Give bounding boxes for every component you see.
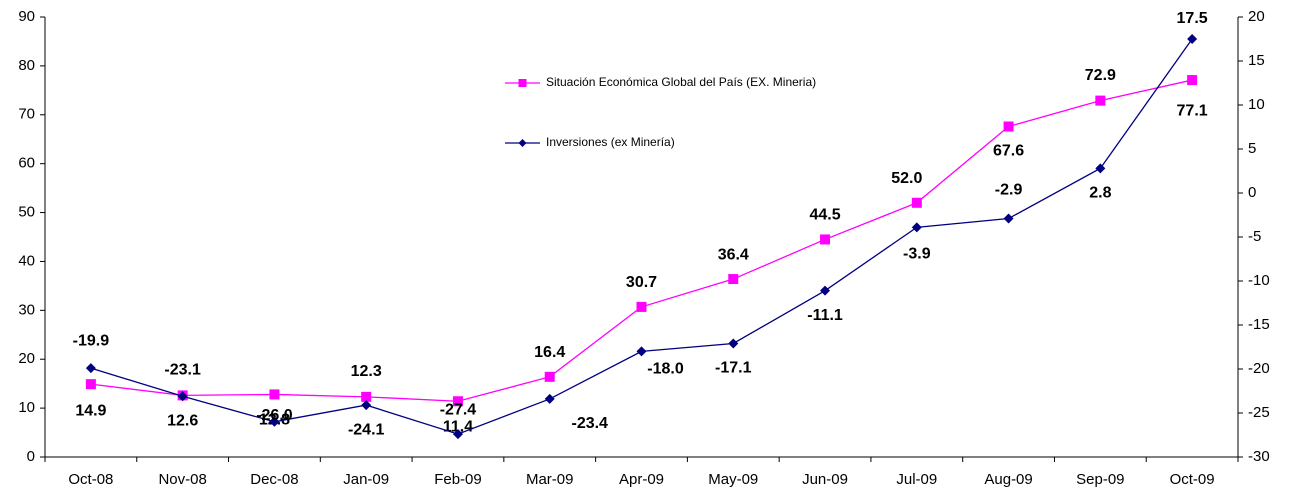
marker [85,379,96,390]
data-label: -18.0 [647,361,684,378]
y2-tick-label: -25 [1248,404,1270,421]
data-label: -17.1 [715,360,752,377]
legend-marker [518,79,527,87]
marker [728,338,739,349]
data-label: 17.5 [1177,10,1208,27]
marker [269,416,280,427]
marker [544,393,555,404]
x-tick-label: Sep-09 [1076,471,1124,488]
x-tick-label: Oct-08 [68,471,113,488]
marker [911,197,922,208]
marker [177,391,188,402]
x-tick-label: Oct-09 [1170,471,1215,488]
marker [1187,34,1198,44]
marker [1095,95,1106,106]
marker [452,429,463,440]
data-label: 12.3 [351,363,382,380]
marker [728,274,739,285]
marker [361,400,372,411]
data-label: -26.0 [256,407,293,424]
y2-tick-label: 0 [1248,184,1256,201]
y2-tick-label: 15 [1248,52,1265,69]
marker [820,285,831,296]
marker [269,389,280,400]
data-label: 30.7 [626,274,657,291]
x-tick-label: Jan-09 [343,471,389,488]
y2-tick-label: 5 [1248,140,1256,157]
legend-label: Inversiones (ex Minería) [546,135,675,149]
data-label: -2.9 [995,182,1023,199]
marker [820,234,831,245]
y2-tick-label: -15 [1248,316,1270,333]
data-label: 77.1 [1177,102,1208,119]
y-tick-label: 50 [18,204,35,221]
marker [1095,163,1106,174]
y2-tick-label: -10 [1248,272,1270,289]
data-label: -11.1 [807,307,843,324]
marker [1003,121,1014,132]
data-label: -23.1 [164,361,201,378]
data-label: 36.4 [718,246,749,263]
data-label: 52.0 [891,170,922,187]
y-tick-label: 20 [18,350,35,367]
data-label: -27.4 [440,401,477,418]
x-tick-label: Jun-09 [802,471,848,488]
y-tick-label: 90 [18,8,35,25]
y-tick-label: 40 [18,252,35,269]
y-tick-label: 60 [18,155,35,172]
x-tick-label: Feb-09 [434,471,482,488]
y-tick-label: 0 [27,448,35,465]
data-label: -23.4 [571,415,608,432]
marker [1187,75,1198,86]
marker [361,391,372,402]
x-tick-label: Nov-08 [158,471,206,488]
y-tick-label: 70 [18,106,35,123]
x-tick-label: Aug-09 [984,471,1032,488]
y-tick-label: 80 [18,57,35,74]
x-tick-label: Apr-09 [619,471,664,488]
series-line [90,38,1193,435]
data-label: -19.9 [73,332,110,349]
x-tick-label: May-09 [708,471,758,488]
y2-tick-label: 20 [1248,8,1265,25]
marker [544,371,555,382]
y-tick-label: 10 [18,399,35,416]
marker [1003,213,1014,224]
data-label: 2.8 [1089,185,1111,202]
y-tick-label: 30 [18,301,35,318]
data-label: 72.9 [1085,67,1116,84]
y2-tick-label: -5 [1248,228,1261,245]
data-label: 67.6 [993,143,1024,160]
data-label: 44.5 [809,207,840,224]
marker [636,301,647,312]
marker [452,396,463,407]
data-label: 16.4 [534,344,565,361]
legend-label: Situación Económica Global del País (EX.… [546,75,816,89]
data-label: -3.9 [903,246,931,263]
x-tick-label: Jul-09 [896,471,937,488]
y2-tick-label: -20 [1248,360,1270,377]
x-tick-label: Mar-09 [526,471,574,488]
y2-tick-label: 10 [1248,96,1265,113]
data-label: 12.6 [167,413,198,430]
x-tick-label: Dec-08 [250,471,298,488]
data-label: -24.1 [348,421,385,438]
marker [911,222,922,233]
legend-marker [518,139,527,147]
data-label: 14.9 [75,402,106,419]
marker [636,346,647,357]
y2-tick-label: -30 [1248,448,1270,465]
marker [85,363,96,374]
